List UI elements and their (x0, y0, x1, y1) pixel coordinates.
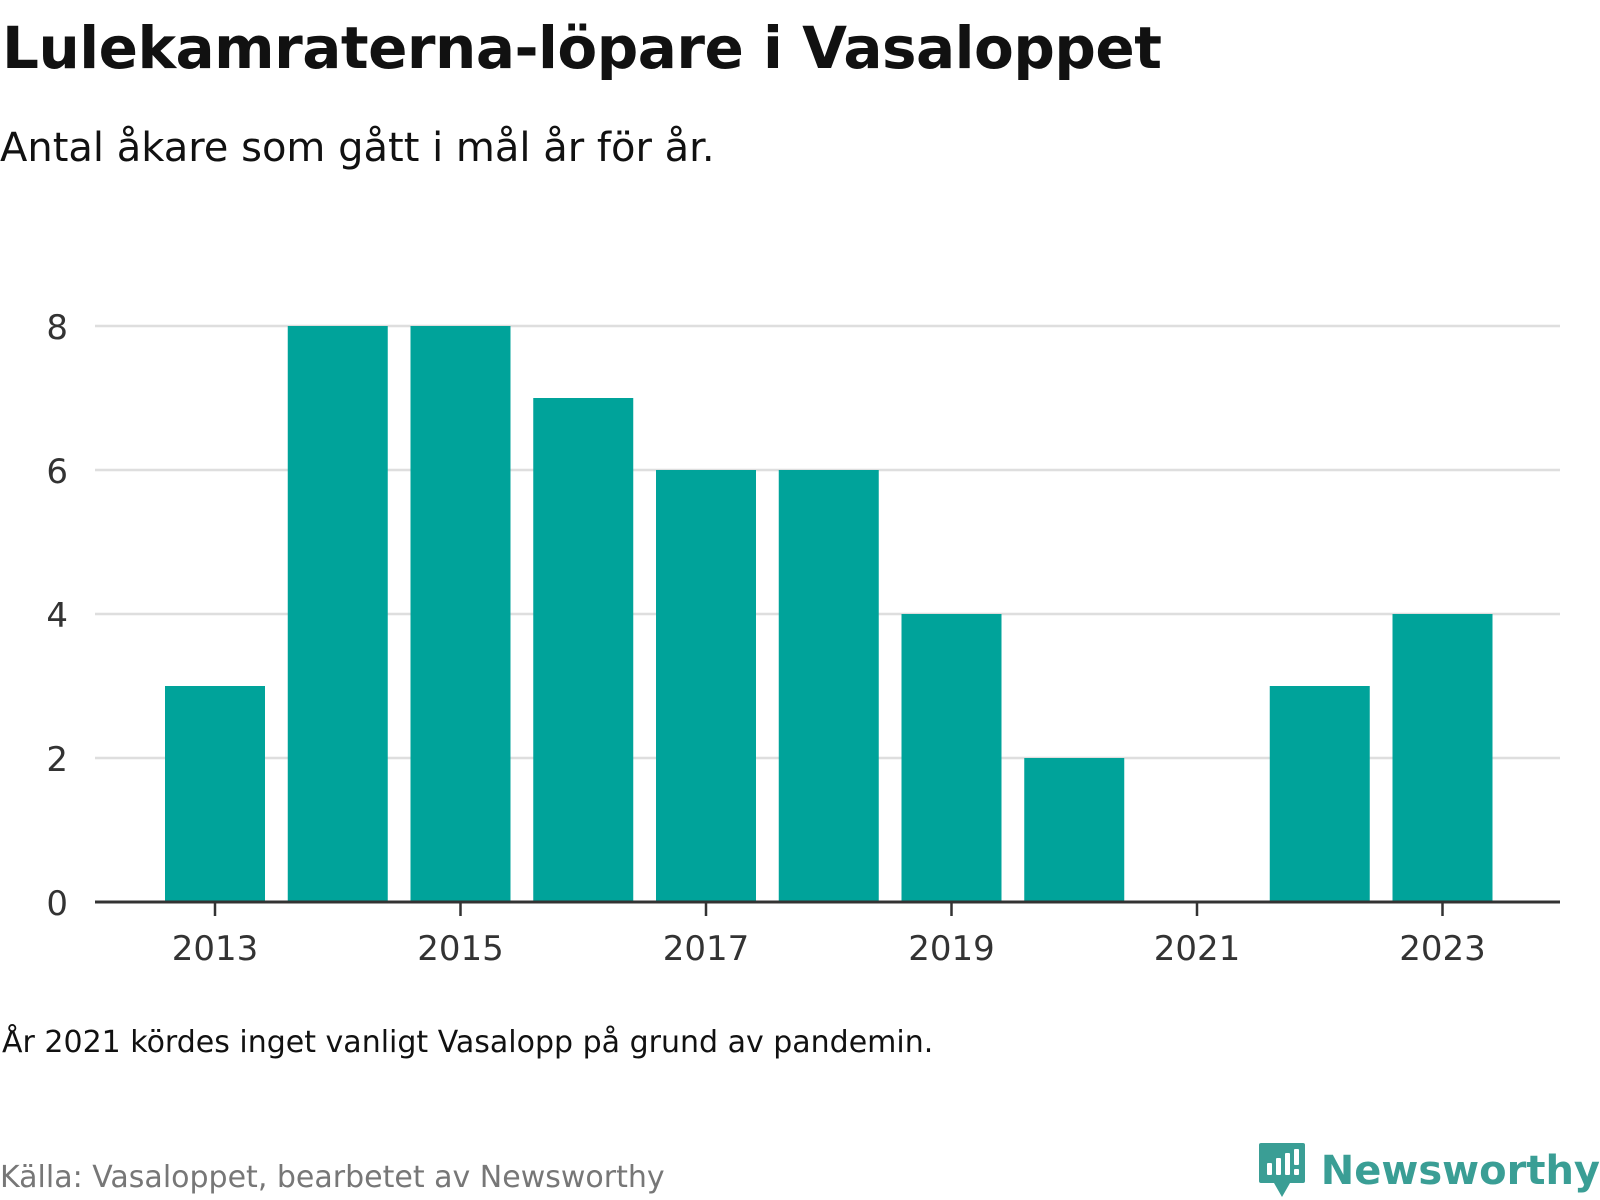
x-axis-labels: 2013 2015 2017 2019 2021 2023 (172, 929, 1486, 969)
bar-2015 (410, 326, 511, 902)
x-tick-label: 2013 (172, 929, 259, 969)
y-tick-label: 0 (46, 884, 68, 924)
y-tick-label: 8 (46, 308, 68, 348)
chart-title: Lulekamraterna-löpare i Vasaloppet (2, 14, 1162, 82)
footnote: År 2021 kördes inget vanligt Vasalopp på… (2, 1025, 934, 1060)
x-tick-label: 2015 (417, 929, 504, 969)
chart-subtitle: Antal åkare som gått i mål år för år. (0, 125, 715, 171)
y-tick-label: 4 (46, 596, 68, 636)
brand-logo: Newsworthy (1257, 1142, 1600, 1200)
y-axis-labels: 0 2 4 6 8 (46, 308, 68, 924)
newsworthy-logo-icon (1258, 1143, 1305, 1197)
x-axis (95, 900, 1560, 916)
brand-name: Newsworthy (1320, 1148, 1600, 1194)
bar-2023 (1392, 614, 1493, 902)
bars (165, 326, 1493, 902)
bar-2013 (165, 686, 265, 902)
x-tick-label: 2019 (908, 929, 995, 969)
x-tick-label: 2017 (663, 929, 750, 969)
y-tick-label: 2 (46, 740, 68, 780)
bar-2020 (1024, 758, 1125, 902)
bar-2022 (1269, 686, 1370, 902)
bar-2014 (287, 326, 388, 902)
bar-2016 (533, 398, 634, 902)
bar-2019 (901, 614, 1002, 902)
x-tick-label: 2021 (1154, 929, 1241, 969)
bar-2017 (656, 470, 756, 902)
bar-2018 (778, 470, 879, 902)
source-credit: Källa: Vasaloppet, bearbetet av Newswort… (0, 1160, 665, 1195)
x-tick-label: 2023 (1399, 929, 1486, 969)
y-tick-label: 6 (46, 452, 68, 492)
